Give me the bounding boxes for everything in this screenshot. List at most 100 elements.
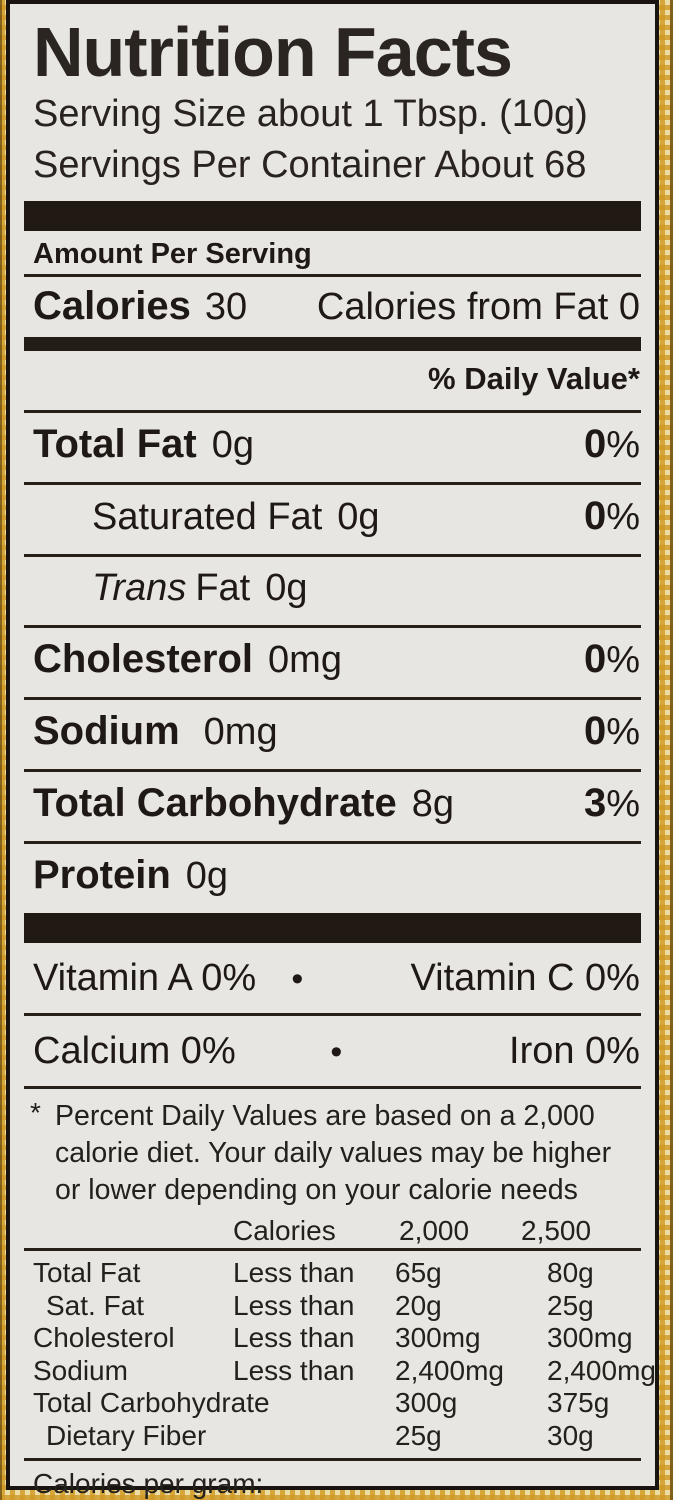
- dv-table-row: Dietary Fiber 25g 30g: [24, 1420, 641, 1453]
- dv-number: 0: [583, 422, 607, 466]
- dv-row-label: Total Carbohydrate: [33, 1387, 270, 1418]
- dv-table-row: Sat. Fat Less than 20g 25g: [24, 1290, 641, 1323]
- dv-table-header-2000: 2,000: [399, 1215, 470, 1246]
- nutrient-name-amount: Cholesterol 0mg: [33, 639, 342, 688]
- dv-row-label: Sat. Fat: [46, 1289, 145, 1321]
- nutrient-name-amount: Total Fat 0g: [33, 424, 254, 473]
- footnote-asterisk: *: [30, 1097, 41, 1128]
- bullet-separator: •: [291, 960, 304, 998]
- dv-table-row: Total Fat Less than 65g 80g: [24, 1257, 641, 1290]
- dv-table-header-2500: 2,500: [521, 1215, 592, 1246]
- calories-from-fat: Calories from Fat 0: [316, 286, 640, 328]
- daily-value-heading: % Daily Value*: [428, 361, 640, 396]
- dv-percent-sign: %: [606, 711, 640, 753]
- vitamin-row-calcium-iron: Calcium 0% • Iron 0%: [24, 1016, 641, 1089]
- calories-per-gram-section: Calories per gram: Fat 9 • Carbohydrate …: [24, 1458, 641, 1500]
- dv-row-2000-value: 300mg: [395, 1322, 481, 1353]
- dv-row-qualifier: Less than: [233, 1289, 355, 1321]
- dv-row-2500-value: 80g: [547, 1257, 594, 1288]
- daily-value-footnote: * Percent Daily Values are based on a 2,…: [24, 1097, 641, 1209]
- calcium-value: Calcium 0%: [33, 1030, 236, 1072]
- nutrient-daily-value: 0%: [584, 496, 640, 538]
- bullet-separator: •: [330, 1033, 343, 1071]
- nutrient-name: Sodium: [33, 709, 180, 753]
- nutrient-daily-value: 0%: [584, 424, 640, 466]
- section-divider-bar: [24, 337, 641, 351]
- nutrient-amount: 0g: [211, 424, 254, 466]
- nutrient-amount: 0mg: [268, 639, 342, 681]
- nutrient-name-italic: Trans: [92, 567, 187, 609]
- footnote-line: calorie diet. Your daily values may be h…: [55, 1137, 612, 1169]
- dv-table-header-calories: Calories: [233, 1215, 336, 1246]
- nutrition-facts-label: Nutrition Facts Serving Size about 1 Tbs…: [6, 0, 659, 1500]
- servings-per-container: Servings Per Container About 68: [33, 144, 587, 186]
- section-divider-bar: [24, 913, 641, 943]
- dv-table-row: Sodium Less than 2,400mg 2,400mg: [24, 1354, 656, 1388]
- dv-row-2500-value: 375g: [547, 1387, 610, 1418]
- dv-number: 0: [583, 494, 607, 538]
- nutrient-daily-value: 0%: [584, 711, 640, 753]
- serving-size: Serving Size about 1 Tbsp. (10g): [33, 93, 588, 135]
- nutrient-amount: 0g: [265, 567, 308, 609]
- nutrient-name-amount: Trans Fat 0g: [92, 568, 308, 616]
- nutrient-name-amount: Sodium 0mg: [33, 711, 278, 760]
- calories-number: 30: [204, 286, 248, 328]
- calories-per-gram-title: Calories per gram:: [33, 1468, 264, 1499]
- vitamin-row-a-c: Vitamin A 0% • Vitamin C 0%: [24, 943, 641, 1016]
- nutrient-name: Saturated Fat: [92, 496, 323, 538]
- dv-percent-sign: %: [606, 639, 640, 681]
- nutrient-name-amount: Saturated Fat 0g: [92, 497, 380, 545]
- dv-table-row: Cholesterol Less than 300mg 300mg: [24, 1322, 641, 1355]
- vitamin-a-value: Vitamin A 0%: [33, 957, 257, 999]
- dv-row-2000-value: 65g: [395, 1257, 442, 1288]
- dv-percent-sign: %: [606, 424, 640, 466]
- dv-row-2000-value: 20g: [395, 1289, 442, 1321]
- nutrient-amount: 8g: [411, 783, 455, 825]
- dv-percent-sign: %: [606, 783, 640, 825]
- section-divider-bar: [24, 201, 641, 231]
- dv-row-2000-value: 300g: [395, 1387, 458, 1418]
- nutrient-name: Cholesterol: [33, 637, 254, 681]
- dv-row-label: Sodium: [33, 1354, 128, 1386]
- dv-table-header: Calories 2,000 2,500: [24, 1214, 641, 1251]
- dv-table-row: Total Carbohydrate 300g 375g: [24, 1387, 641, 1420]
- daily-value-table: Calories 2,000 2,500 Total Fat Less than…: [24, 1214, 656, 1453]
- dv-row-2000-value: 2,400mg: [395, 1354, 504, 1386]
- calories-label: Calories: [33, 284, 191, 328]
- nutrient-name-amount: Total Carbohydrate 8g: [33, 783, 454, 832]
- nutrient-row-cholesterol: Cholesterol 0mg 0%: [24, 625, 641, 697]
- nutrient-name-amount: Protein 0g: [33, 855, 228, 904]
- nutrient-name: Total Fat: [33, 422, 197, 466]
- nutrient-amount: 0mg: [203, 711, 278, 753]
- dv-row-qualifier: [233, 1387, 395, 1420]
- nutrient-row-sodium: Sodium 0mg 0%: [24, 697, 641, 769]
- footnote-line: Percent Daily Values are based on a 2,00…: [55, 1100, 595, 1132]
- dv-row-qualifier: Less than: [233, 1322, 355, 1353]
- dv-table-body: Total Fat Less than 65g 80g Sat. Fat Les…: [24, 1251, 656, 1453]
- nutrient-name: Protein: [33, 853, 171, 897]
- dv-number: 0: [583, 709, 607, 753]
- nutrient-daily-value: 0%: [584, 639, 640, 681]
- nutrient-name: Fat: [195, 567, 251, 609]
- dv-row-qualifier: [233, 1420, 395, 1453]
- nutrient-row-saturated-fat: Saturated Fat 0g 0%: [24, 482, 641, 554]
- dv-row-2500-value: 2,400mg: [547, 1354, 656, 1386]
- nutrient-daily-value: 3%: [584, 783, 640, 825]
- amount-per-serving-heading: Amount Per Serving: [33, 238, 312, 270]
- dv-row-qualifier: Less than: [233, 1257, 355, 1288]
- dv-number: 3: [583, 781, 607, 825]
- calories-value: Calories 30: [33, 286, 247, 327]
- dv-table-header-blank: [33, 1214, 233, 1248]
- dv-row-2500-value: 25g: [547, 1289, 594, 1321]
- dv-row-2500-value: 30g: [547, 1419, 594, 1451]
- footnote-line: or lower depending on your calorie needs: [55, 1174, 578, 1206]
- dv-row-2000-value: 25g: [395, 1419, 442, 1451]
- nutrient-row-total-carbohydrate: Total Carbohydrate 8g 3%: [24, 769, 641, 841]
- dv-row-label: Dietary Fiber: [46, 1419, 207, 1451]
- dv-row-2500-value: 300mg: [547, 1322, 633, 1353]
- vitamin-c-value: Vitamin C 0%: [410, 957, 640, 999]
- dv-row-qualifier: Less than: [233, 1354, 355, 1386]
- nutrient-row-trans-fat: Trans Fat 0g: [24, 554, 641, 625]
- iron-value: Iron 0%: [509, 1030, 640, 1072]
